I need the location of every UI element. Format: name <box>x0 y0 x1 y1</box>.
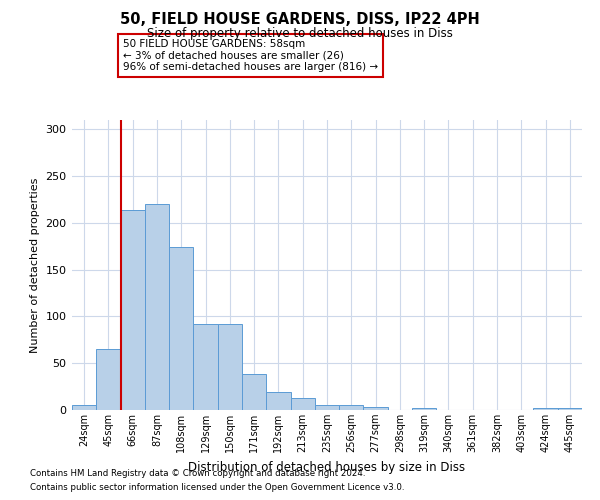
Bar <box>121 210 145 410</box>
Bar <box>193 324 218 410</box>
Text: Contains HM Land Registry data © Crown copyright and database right 2024.: Contains HM Land Registry data © Crown c… <box>30 468 365 477</box>
Bar <box>412 408 436 410</box>
Bar <box>558 408 582 410</box>
Bar <box>218 324 242 410</box>
Bar <box>72 406 96 410</box>
Bar <box>266 392 290 410</box>
Text: Contains public sector information licensed under the Open Government Licence v3: Contains public sector information licen… <box>30 484 404 492</box>
Text: 50, FIELD HOUSE GARDENS, DISS, IP22 4PH: 50, FIELD HOUSE GARDENS, DISS, IP22 4PH <box>120 12 480 28</box>
Text: Size of property relative to detached houses in Diss: Size of property relative to detached ho… <box>147 28 453 40</box>
Y-axis label: Number of detached properties: Number of detached properties <box>30 178 40 352</box>
Text: 50 FIELD HOUSE GARDENS: 58sqm
← 3% of detached houses are smaller (26)
96% of se: 50 FIELD HOUSE GARDENS: 58sqm ← 3% of de… <box>123 39 378 72</box>
Bar <box>145 204 169 410</box>
Bar <box>364 407 388 410</box>
X-axis label: Distribution of detached houses by size in Diss: Distribution of detached houses by size … <box>188 460 466 473</box>
Bar <box>169 247 193 410</box>
Bar <box>339 406 364 410</box>
Bar <box>290 398 315 410</box>
Bar <box>315 406 339 410</box>
Bar <box>242 374 266 410</box>
Bar <box>533 408 558 410</box>
Bar <box>96 349 121 410</box>
